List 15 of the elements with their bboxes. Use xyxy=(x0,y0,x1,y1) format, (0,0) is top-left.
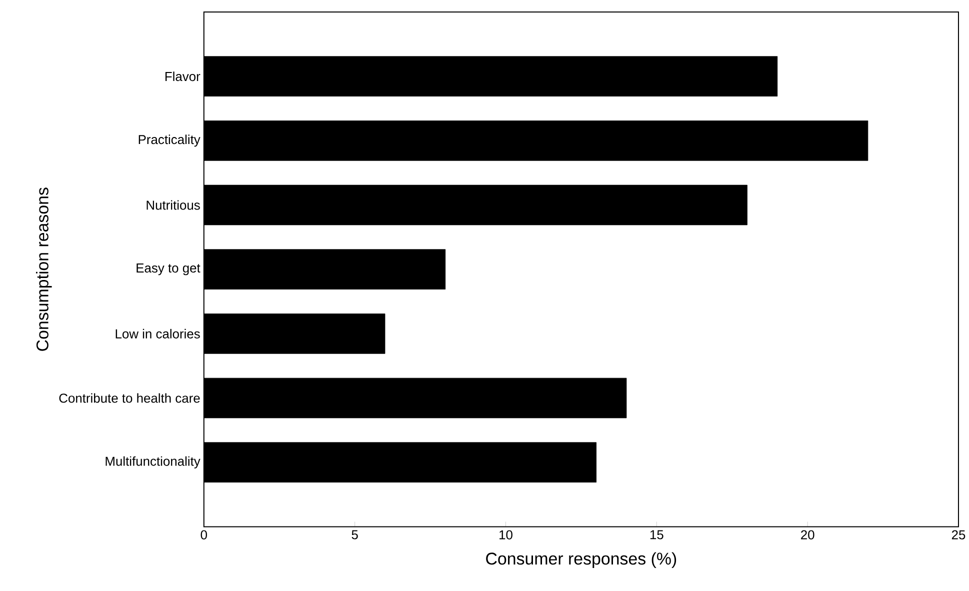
y-tick-label: Nutritious xyxy=(146,200,200,210)
x-tick-label: 10 xyxy=(500,530,512,540)
y-tick-label: Easy to get xyxy=(136,264,200,276)
x-axis-title: Consumer responses (%) xyxy=(486,552,676,568)
x-tick-label: 25 xyxy=(952,530,966,540)
x-tick-label: 15 xyxy=(650,530,664,540)
y-tick-label: Low in calories xyxy=(116,329,200,339)
y-tick-label: Flavor xyxy=(165,72,200,82)
x-tick-label: 5 xyxy=(352,530,358,540)
x-tick-label: 0 xyxy=(200,530,207,540)
y-tick-label: Multifunctionality xyxy=(106,456,200,469)
y-tick-label: Practicality xyxy=(138,134,200,147)
y-axis-title: Consumption reasons xyxy=(36,188,52,351)
y-tick-label: Contribute to health care xyxy=(59,393,200,403)
x-tick-label: 20 xyxy=(801,530,814,540)
